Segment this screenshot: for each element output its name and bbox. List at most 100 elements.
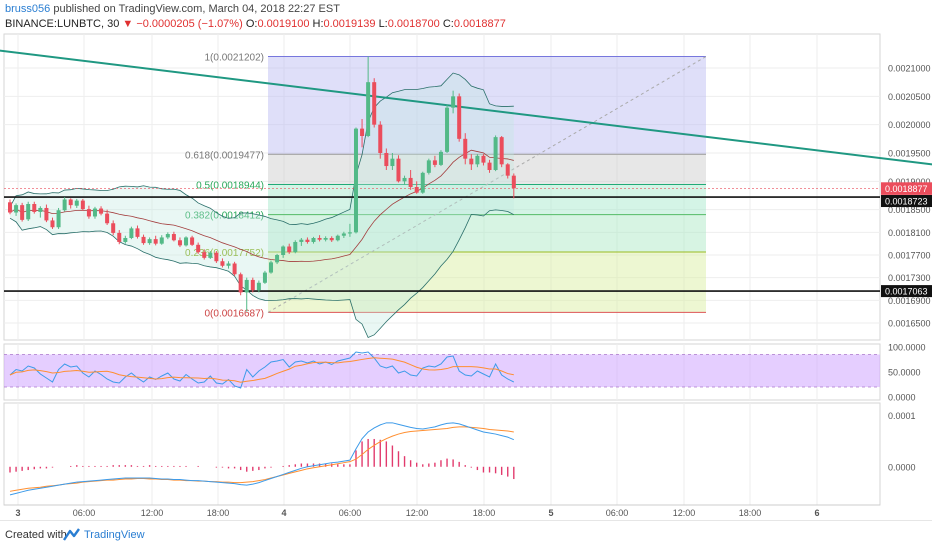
candle-body	[123, 238, 128, 242]
time-axis-label: 12:00	[673, 508, 696, 518]
candle-body	[196, 244, 201, 253]
fib-label: 0.236(0.0017752)	[185, 248, 264, 259]
ohlc-legend: BINANCE:LUNBTC, 30 ▼ −0.0000205 (−1.07%)…	[5, 18, 506, 30]
price-axis-label: 0.0018100	[888, 228, 931, 238]
candle-body	[50, 220, 55, 228]
candle-body	[262, 272, 267, 283]
candle-body	[281, 246, 286, 255]
open-value: 0.0019100	[257, 18, 310, 30]
candle-body	[299, 239, 304, 242]
candle-body	[232, 263, 237, 275]
down-arrow-icon: ▼	[122, 18, 134, 30]
candle-body	[499, 137, 504, 165]
time-axis-label: 18:00	[207, 508, 230, 518]
price-axis-label: 0.0017700	[888, 251, 931, 261]
candle-body	[220, 261, 225, 266]
candle-body	[190, 237, 195, 245]
price-axis-label: 0.0018500	[888, 205, 931, 215]
footer: Created with TradingView	[0, 520, 932, 551]
price-axis-label: 0.0021000	[888, 64, 931, 74]
tradingview-logo-icon[interactable]	[63, 528, 81, 542]
candle-body	[20, 205, 25, 220]
close-value: 0.0018877	[453, 18, 506, 30]
author-name[interactable]: bruss056	[5, 3, 51, 15]
candle-body	[117, 232, 122, 242]
candle-body	[305, 239, 310, 242]
close-label: C:	[442, 18, 454, 30]
candle-body	[426, 160, 431, 173]
candle-body	[287, 246, 292, 253]
candle-body	[438, 151, 443, 165]
candle-body	[432, 160, 437, 165]
time-axis-label: 06:00	[339, 508, 362, 518]
candle-body	[311, 238, 316, 242]
candle-body	[32, 204, 37, 212]
time-axis-label: 18:00	[739, 508, 762, 518]
time-axis-label: 12:00	[406, 508, 429, 518]
time-axis-label: 18:00	[473, 508, 496, 518]
candle-body	[445, 107, 450, 152]
candle-body	[208, 252, 213, 258]
price-axis-label: 0.0019500	[888, 149, 931, 159]
candle-body	[111, 223, 116, 233]
candle-body	[384, 153, 389, 167]
candle-body	[511, 175, 516, 189]
candle-body	[457, 96, 462, 139]
candle-body	[347, 232, 352, 234]
price-axis-label: 0.0017300	[888, 273, 931, 283]
price-axis-label: 0.0019000	[888, 177, 931, 187]
price-axis-label: 0.0020000	[888, 120, 931, 130]
price-axis-label: 0.0016900	[888, 296, 931, 306]
candle-body	[335, 235, 340, 241]
candle-body	[275, 255, 280, 263]
time-axis-label: 06:00	[73, 508, 96, 518]
price-tag-label: 0.0018877	[885, 184, 928, 194]
candle-body	[420, 172, 425, 193]
candle-body	[159, 237, 164, 244]
candle-body	[323, 238, 328, 240]
candle-body	[56, 210, 61, 228]
fib-zone-3	[268, 214, 706, 253]
candle-body	[92, 208, 97, 217]
macd-axis-label: 0.0001	[888, 411, 916, 421]
chart-canvas[interactable]: 1(0.0021202) 0.618(0.0019477) 0.5(0.001894…	[0, 0, 932, 520]
candle-body	[487, 162, 492, 170]
candle-body	[165, 234, 170, 238]
time-axis-label: 12:00	[141, 508, 164, 518]
bollinger-upper	[9, 72, 514, 225]
candle-body	[153, 239, 158, 244]
rsi-axis-label: 0.0000	[888, 393, 916, 403]
candle-body	[135, 228, 140, 237]
price-tag-bg	[881, 182, 932, 195]
candle-body	[177, 240, 182, 246]
time-axis-label: 6	[814, 508, 819, 518]
low-value: 0.0018700	[387, 18, 440, 30]
candle-body	[26, 204, 31, 220]
price-axis-label: 0.0016500	[888, 319, 931, 329]
candle-body	[244, 279, 249, 293]
low-label: L:	[378, 18, 388, 30]
price-axis-label: 0.0020500	[888, 92, 931, 102]
candle-body	[475, 155, 480, 165]
fib-label: 0.618(0.0019477)	[185, 150, 264, 161]
candle-body	[8, 202, 12, 213]
macd-axis-label: 0.0000	[888, 462, 916, 472]
change-value: −0.0000205 (−1.07%)	[136, 18, 243, 30]
candle-body	[353, 128, 358, 233]
tradingview-brand[interactable]: TradingView	[84, 529, 145, 541]
candle-body	[396, 158, 401, 182]
candle-body	[99, 208, 104, 214]
candle-body	[68, 199, 73, 206]
macd-panel	[3, 402, 881, 506]
bollinger-lower	[9, 209, 514, 339]
time-axis-label: 06:00	[606, 508, 629, 518]
candle-body	[80, 200, 85, 210]
candle-body	[147, 239, 152, 244]
candle-body	[505, 164, 510, 176]
candle-body	[414, 187, 419, 193]
candle-body	[14, 205, 19, 213]
fib-zone-0	[268, 56, 706, 155]
candle-body	[171, 234, 176, 241]
created-with-text: Created with	[5, 529, 67, 541]
candle-body	[451, 96, 456, 108]
